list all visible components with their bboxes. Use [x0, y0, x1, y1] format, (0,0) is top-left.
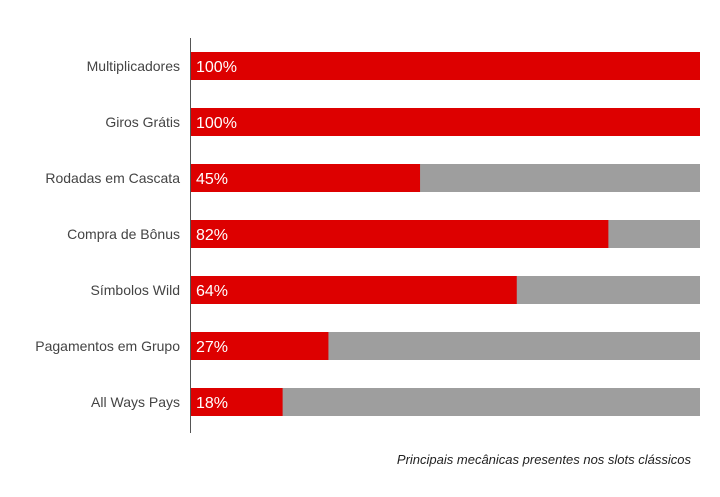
- bar-chart: 100% 100% 45% 82% 64% 27% 18% Multiplicadores G…: [35, 38, 700, 433]
- category-tick-label: All Ways Pays: [91, 394, 180, 410]
- bars-group: 100% 100% 45% 82% 64% 27% 18%: [191, 52, 700, 416]
- bar: [191, 52, 700, 80]
- category-tick-label: Símbolos Wild: [91, 282, 180, 298]
- bar: [191, 220, 609, 248]
- bar: [191, 388, 283, 416]
- bar-value-label: 18%: [196, 395, 228, 412]
- bar-value-label: 100%: [196, 59, 237, 76]
- category-tick-label: Giros Grátis: [105, 114, 180, 130]
- category-tick-label: Rodadas em Cascata: [45, 170, 180, 186]
- bar-value-label: 27%: [196, 339, 228, 356]
- chart-caption: Principais mecânicas presentes nos slots…: [396, 452, 691, 467]
- bar: [191, 164, 421, 192]
- category-tick-label: Multiplicadores: [87, 58, 180, 74]
- bar-value-label: 100%: [196, 115, 237, 132]
- bar-value-label: 82%: [196, 227, 228, 244]
- bar: [191, 276, 517, 304]
- bar-value-label: 45%: [196, 171, 228, 188]
- bar-value-label: 64%: [196, 283, 228, 300]
- category-labels-group: Multiplicadores Giros Grátis Rodadas em Ca…: [35, 58, 180, 410]
- bar: [191, 108, 700, 136]
- category-tick-label: Compra de Bônus: [67, 226, 180, 242]
- category-tick-label: Pagamentos em Grupo: [35, 338, 180, 354]
- bar: [191, 332, 329, 360]
